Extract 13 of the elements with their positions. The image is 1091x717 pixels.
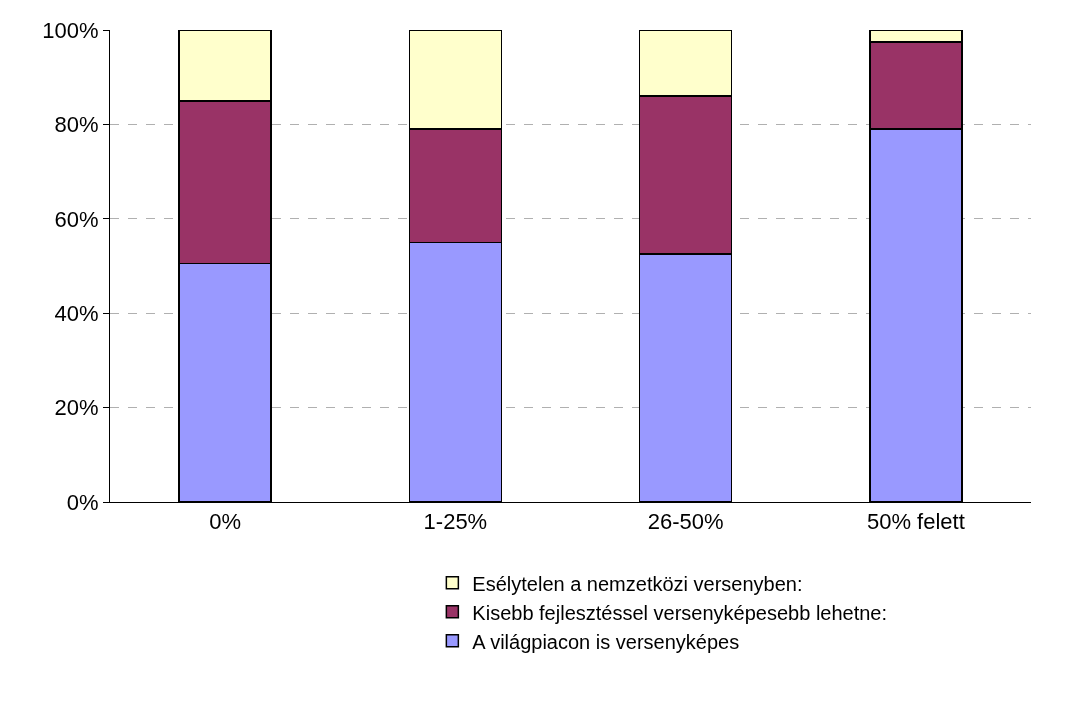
- y-tick-label: 60%: [54, 206, 99, 232]
- x-tick-label: 50% felett: [866, 509, 965, 535]
- x-tick-label: 26-50%: [647, 509, 724, 535]
- x-tick-label: 0%: [209, 509, 242, 535]
- y-tick-label: 40%: [54, 300, 99, 326]
- y-tick-label: 0%: [66, 489, 99, 515]
- x-tick-label: 1-25%: [423, 509, 488, 535]
- y-tick-label: 80%: [54, 112, 99, 138]
- legend-label: A világpiacon is versenyképes: [472, 630, 740, 653]
- legend-label: Esélytelen a nemzetközi versenyben:: [472, 572, 803, 595]
- y-tick-label: 100%: [42, 17, 99, 43]
- y-tick-label: 20%: [54, 395, 99, 421]
- legend-label: Kisebb fejlesztéssel versenyképesebb lehetne:: [472, 601, 888, 624]
